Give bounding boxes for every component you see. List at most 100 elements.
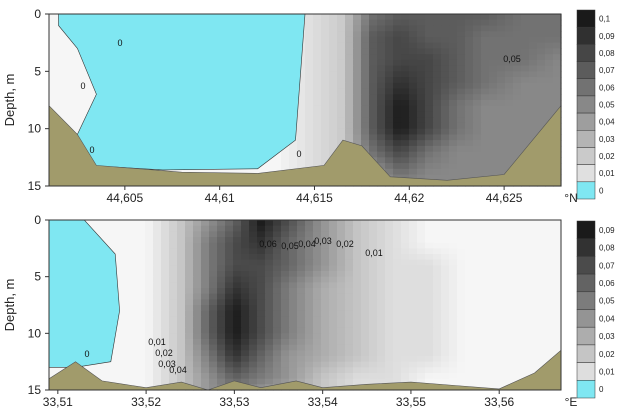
field-cell — [473, 231, 482, 238]
field-cell — [161, 248, 170, 255]
field-cell — [257, 356, 266, 363]
field-cell — [497, 288, 506, 295]
field-cell — [209, 265, 218, 272]
field-cell — [345, 361, 354, 368]
field-cell — [313, 242, 322, 249]
field-cell — [289, 282, 298, 289]
field-cell — [249, 361, 258, 368]
field-cell — [321, 282, 330, 289]
field-cell — [505, 36, 514, 44]
field-cell — [257, 316, 266, 323]
field-cell — [49, 65, 58, 72]
field-cell — [177, 339, 186, 346]
field-cell — [89, 88, 98, 95]
field-cell — [305, 237, 314, 244]
field-cell — [305, 100, 314, 107]
field-cell — [553, 65, 562, 72]
field-cell — [153, 373, 162, 380]
field-cell — [473, 220, 482, 227]
field-cell — [513, 265, 522, 272]
field-cell — [305, 231, 314, 238]
field-cell — [385, 42, 394, 49]
field-cell — [537, 54, 546, 61]
field-cell — [217, 367, 226, 374]
field-cell — [473, 356, 482, 363]
field-cell — [297, 327, 306, 334]
field-cell — [305, 19, 314, 27]
field-cell — [281, 151, 290, 158]
field-cell — [465, 100, 474, 107]
field-cell — [217, 231, 226, 238]
field-cell — [345, 117, 354, 124]
field-cell — [329, 299, 338, 306]
field-cell — [529, 105, 538, 113]
field-cell — [401, 361, 410, 368]
field-cell — [321, 367, 330, 374]
field-cell — [497, 220, 506, 227]
field-cell — [233, 293, 242, 300]
field-cell — [345, 14, 354, 21]
field-cell — [57, 94, 66, 101]
field-cell — [505, 122, 514, 130]
field-cell — [57, 42, 66, 49]
field-cell — [265, 157, 274, 164]
field-cell — [161, 356, 170, 363]
field-cell — [481, 122, 490, 130]
field-cell — [129, 276, 138, 283]
field-cell — [345, 48, 354, 55]
field-cell — [153, 293, 162, 300]
field-cell — [329, 242, 338, 249]
field-cell — [329, 248, 338, 255]
field-cell — [473, 77, 482, 84]
field-cell — [433, 14, 442, 21]
field-cell — [425, 373, 434, 380]
field-cell — [353, 293, 362, 300]
field-cell — [65, 105, 74, 113]
field-cell — [425, 231, 434, 238]
field-cell — [337, 254, 346, 261]
colorbar-label: 0,09 — [599, 226, 615, 235]
field-cell — [161, 350, 170, 357]
field-cell — [337, 105, 346, 113]
colorbar-swatch — [576, 130, 596, 148]
field-cell — [457, 327, 466, 334]
field-cell — [121, 367, 130, 374]
field-cell — [473, 339, 482, 346]
field-cell — [329, 59, 338, 67]
field-cell — [281, 344, 290, 351]
field-cell — [265, 271, 274, 278]
field-cell — [113, 259, 122, 266]
colorbar-label: 0,02 — [599, 350, 615, 359]
field-cell — [505, 111, 514, 118]
field-cell — [137, 237, 146, 244]
field-cell — [513, 361, 522, 368]
field-cell — [273, 361, 282, 368]
field-cell — [409, 288, 418, 295]
field-cell — [441, 333, 450, 340]
field-cell — [321, 48, 330, 55]
field-cell — [409, 310, 418, 317]
field-cell — [481, 168, 490, 176]
field-cell — [537, 299, 546, 306]
field-cell — [313, 42, 322, 49]
colorbar-label: 0,04 — [599, 118, 615, 127]
field-cell — [233, 344, 242, 351]
field-cell — [449, 117, 458, 124]
field-cell — [193, 276, 202, 283]
field-cell — [113, 248, 122, 255]
field-cell — [553, 299, 562, 306]
field-cell — [305, 77, 314, 84]
field-cell — [377, 344, 386, 351]
field-cell — [169, 350, 178, 357]
field-cell — [417, 220, 426, 227]
field-cell — [305, 310, 314, 317]
field-cell — [329, 310, 338, 317]
field-cell — [393, 122, 402, 130]
contour-label: 0,05 — [281, 241, 299, 251]
field-cell — [553, 271, 562, 278]
field-cell — [249, 254, 258, 261]
field-cell — [297, 231, 306, 238]
field-cell — [505, 310, 514, 317]
field-cell — [449, 248, 458, 255]
field-cell — [401, 48, 410, 55]
